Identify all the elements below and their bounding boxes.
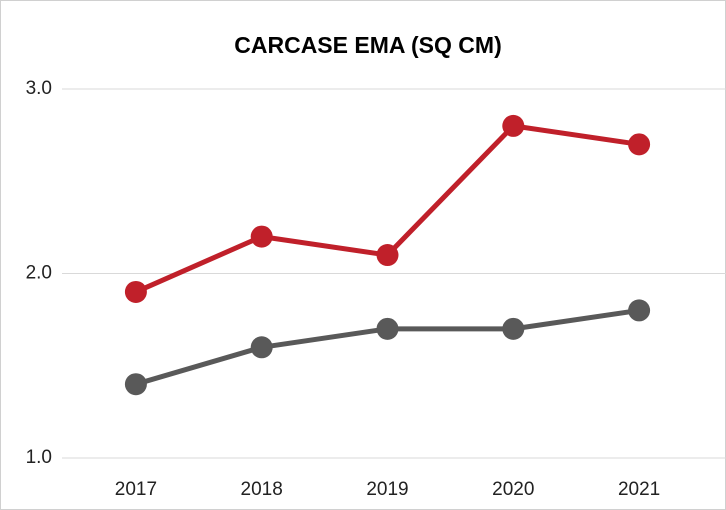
data-point <box>124 373 147 396</box>
data-point <box>250 225 273 248</box>
data-point <box>376 317 399 340</box>
data-point <box>628 299 651 322</box>
x-tick-label: 2021 <box>618 479 660 500</box>
x-tick-label: 2019 <box>366 479 408 500</box>
chart-title: CARCASE EMA (SQ CM) <box>234 32 501 58</box>
x-tick-label: 2020 <box>492 479 534 500</box>
data-point <box>502 317 525 340</box>
data-point <box>502 114 525 137</box>
x-tick-label: 2017 <box>115 479 157 500</box>
y-tick-label: 3.0 <box>26 78 52 99</box>
data-point <box>628 133 651 156</box>
x-tick-label: 2018 <box>241 479 283 500</box>
y-tick-label: 1.0 <box>26 447 52 468</box>
data-point <box>376 244 399 267</box>
y-tick-label: 2.0 <box>26 263 52 284</box>
data-point <box>250 336 273 359</box>
data-point <box>124 280 147 303</box>
